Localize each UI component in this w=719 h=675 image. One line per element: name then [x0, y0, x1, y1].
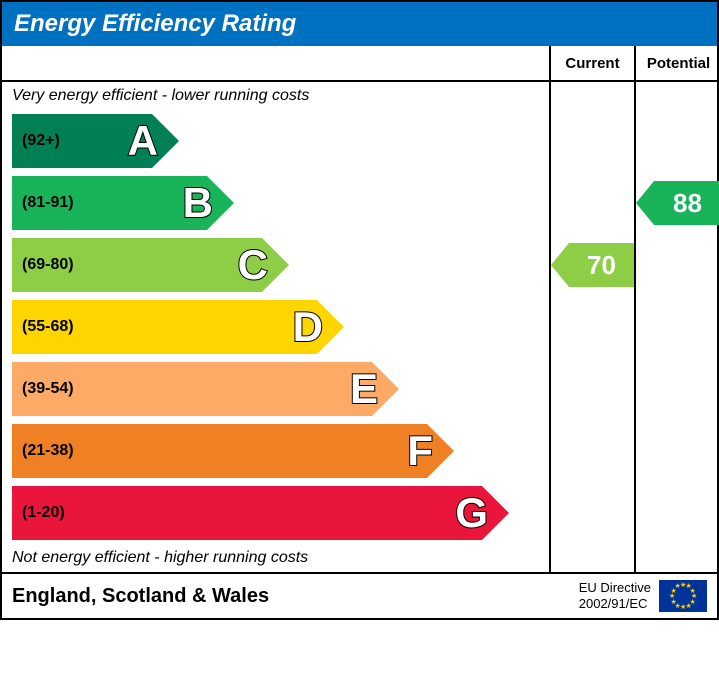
- band-letter-d: D: [293, 303, 323, 351]
- current-cell-d: [551, 296, 636, 358]
- potential-cell-g: [636, 482, 719, 544]
- footer-region: England, Scotland & Wales: [12, 585, 269, 608]
- band-range-f: (21-38): [22, 442, 74, 460]
- band-range-d: (55-68): [22, 318, 74, 336]
- potential-rating-value: 88: [654, 181, 719, 225]
- band-bar-b: (81-91) B: [12, 176, 234, 230]
- band-letter-f: F: [407, 427, 433, 475]
- band-range-b: (81-91): [22, 194, 74, 212]
- current-cell-a: [551, 110, 636, 172]
- current-col-spacer-top: [551, 82, 636, 110]
- potential-col-header: Potential: [636, 46, 719, 82]
- chart-title: Energy Efficiency Rating: [2, 2, 717, 46]
- band-bar-d: (55-68) D: [12, 300, 344, 354]
- band-row-a: (92+) A: [2, 110, 551, 172]
- band-letter-b: B: [183, 179, 213, 227]
- band-letter-a: A: [128, 117, 158, 165]
- band-range-g: (1-20): [22, 504, 65, 522]
- band-bar-f: (21-38) F: [12, 424, 454, 478]
- band-body-f: (21-38)F: [12, 424, 427, 478]
- potential-cell-e: [636, 358, 719, 420]
- band-bar-g: (1-20) G: [12, 486, 509, 540]
- band-body-b: (81-91)B: [12, 176, 207, 230]
- band-row-d: (55-68) D: [2, 296, 551, 358]
- band-body-d: (55-68)D: [12, 300, 317, 354]
- band-range-a: (92+): [22, 132, 60, 150]
- potential-cell-b: 88: [636, 172, 719, 234]
- band-range-e: (39-54): [22, 380, 74, 398]
- band-body-c: (69-80)C: [12, 238, 262, 292]
- band-row-b: (81-91) B: [2, 172, 551, 234]
- current-rating-marker: 70: [551, 243, 634, 287]
- band-body-a: (92+)A: [12, 114, 152, 168]
- potential-rating-marker-arrow: [636, 181, 654, 225]
- eu-flag-icon: ★★★★★★★★★★★★: [659, 580, 707, 612]
- current-rating-marker-arrow: [551, 243, 569, 287]
- potential-rating-marker: 88: [636, 181, 719, 225]
- band-bar-a: (92+) A: [12, 114, 179, 168]
- band-letter-g: G: [455, 489, 488, 537]
- potential-col-spacer-bottom: [636, 544, 719, 572]
- potential-col-spacer-top: [636, 82, 719, 110]
- current-cell-b: [551, 172, 636, 234]
- main-col-header: [2, 46, 551, 82]
- band-letter-c: C: [238, 241, 268, 289]
- current-cell-c: 70: [551, 234, 636, 296]
- band-row-e: (39-54) E: [2, 358, 551, 420]
- current-rating-value: 70: [569, 243, 634, 287]
- band-range-c: (69-80): [22, 256, 74, 274]
- band-row-c: (69-80) C: [2, 234, 551, 296]
- epc-chart: Energy Efficiency Rating Current Potenti…: [0, 0, 719, 620]
- chart-grid: Current Potential Very energy efficient …: [2, 46, 717, 572]
- eu-star-icon: ★: [675, 582, 681, 590]
- current-cell-g: [551, 482, 636, 544]
- eu-directive-text: EU Directive 2002/91/EC: [579, 580, 651, 611]
- directive-line1: EU Directive: [579, 580, 651, 596]
- band-bar-e: (39-54) E: [12, 362, 399, 416]
- bottom-note: Not energy efficient - higher running co…: [2, 544, 551, 572]
- eu-star-icon: ★: [686, 602, 692, 610]
- band-bar-c: (69-80) C: [12, 238, 289, 292]
- band-row-f: (21-38) F: [2, 420, 551, 482]
- potential-cell-f: [636, 420, 719, 482]
- directive-line2: 2002/91/EC: [579, 596, 651, 612]
- potential-cell-c: [636, 234, 719, 296]
- top-note: Very energy efficient - lower running co…: [2, 82, 551, 110]
- potential-cell-d: [636, 296, 719, 358]
- current-col-header: Current: [551, 46, 636, 82]
- band-body-g: (1-20)G: [12, 486, 482, 540]
- band-body-e: (39-54)E: [12, 362, 372, 416]
- band-letter-e: E: [350, 365, 378, 413]
- current-cell-f: [551, 420, 636, 482]
- footer: England, Scotland & Wales EU Directive 2…: [2, 572, 717, 618]
- current-cell-e: [551, 358, 636, 420]
- current-col-spacer-bottom: [551, 544, 636, 572]
- potential-cell-a: [636, 110, 719, 172]
- band-row-g: (1-20) G: [2, 482, 551, 544]
- footer-right: EU Directive 2002/91/EC ★★★★★★★★★★★★: [579, 580, 707, 612]
